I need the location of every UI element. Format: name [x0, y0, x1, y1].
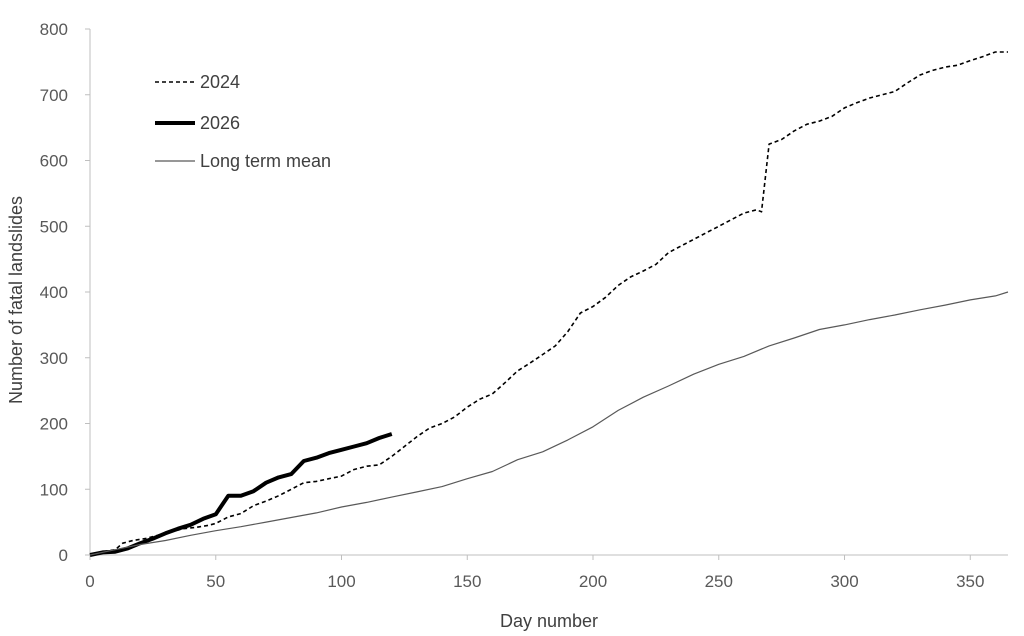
- series-line-2026: [89, 432, 393, 557]
- y-tick-label: 200: [40, 415, 68, 434]
- series-line-2024: [89, 51, 1008, 556]
- y-axis-ticks: 0 100 200 300 400 500 600 700 800: [40, 20, 90, 565]
- x-tick-label: 50: [206, 572, 225, 591]
- x-axis-title: Day number: [500, 611, 598, 631]
- x-tick-label: 300: [830, 572, 858, 591]
- x-tick-label: 200: [579, 572, 607, 591]
- axes: 0 50 100 150 200 250 300 350 0 100 200 300 400 500 60…: [40, 20, 1008, 591]
- y-tick-label: 800: [40, 20, 68, 39]
- x-tick-label: 150: [453, 572, 481, 591]
- x-tick-label: 350: [956, 572, 984, 591]
- series-line-long-term-mean: [89, 291, 1009, 556]
- legend-label: 2024: [200, 72, 240, 92]
- y-tick-label: 700: [40, 86, 68, 105]
- x-tick-label: 100: [327, 572, 355, 591]
- series-layer: [89, 51, 1009, 557]
- y-tick-label: 500: [40, 217, 68, 236]
- y-tick-label: 600: [40, 152, 68, 171]
- x-tick-label: 0: [85, 572, 94, 591]
- y-tick-label: 400: [40, 283, 68, 302]
- y-tick-label: 300: [40, 349, 68, 368]
- legend-label: 2026: [200, 113, 240, 133]
- x-axis-ticks: 0 50 100 150 200 250 300 350: [85, 555, 984, 591]
- y-tick-label: 0: [59, 546, 68, 565]
- legend-label: Long term mean: [200, 151, 331, 171]
- legend: 2024 2026 Long term mean: [155, 72, 331, 171]
- y-tick-label: 100: [40, 480, 68, 499]
- y-axis-title: Number of fatal landslides: [6, 196, 26, 404]
- x-tick-label: 250: [705, 572, 733, 591]
